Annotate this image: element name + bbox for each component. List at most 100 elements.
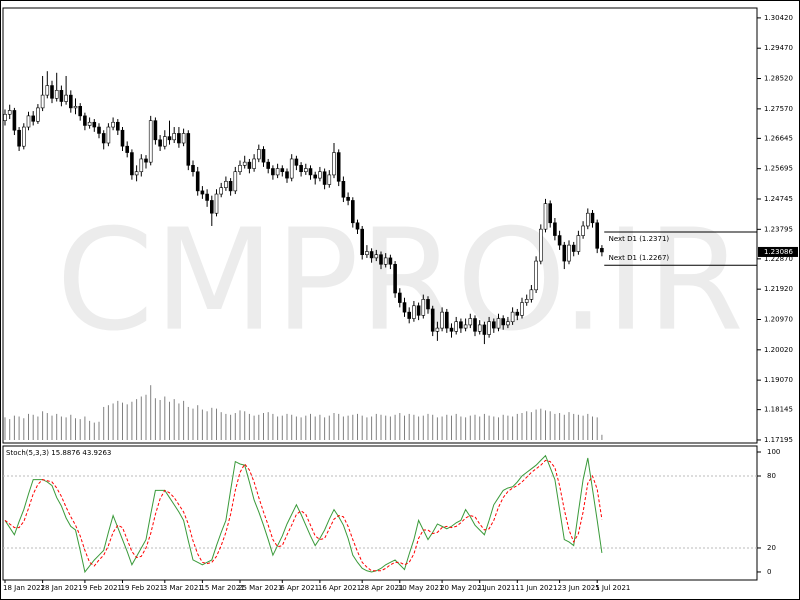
x-tick-label: 23 Jun 2021 [558,584,600,592]
candle-body [510,311,515,323]
candle-body [534,260,538,291]
candle-body [64,94,68,102]
y-tick-label: 0 [767,568,771,576]
candle-body [529,289,534,300]
candle-body [360,228,365,256]
candle-body [416,305,421,316]
candle-body [78,105,82,117]
y-tick-label: 1.27570 [764,105,793,113]
candle-body [468,318,473,326]
candle-body [482,324,487,335]
candle-body [139,158,144,173]
candle-body [327,174,332,185]
candle-body [308,168,313,176]
candle-body [195,171,200,192]
candle-body [87,121,92,126]
candle-body [444,311,449,329]
candle-body [538,228,543,262]
candle-body [341,180,346,198]
candle-body [97,126,101,134]
candle-body [3,113,7,121]
candle-body [224,180,228,188]
y-tick-label: 1.21920 [764,285,793,293]
candle-body [144,158,148,163]
stoch-line [4,459,603,572]
candle-body [477,324,482,332]
x-tick-label: 20 May 2021 [440,584,486,592]
candle-body [595,222,600,249]
x-tick-label: 28 Jan 2021 [41,584,83,592]
candle-body [459,321,463,329]
candle-body [581,225,585,236]
x-tick-label: 18 Jan 2021 [3,584,45,592]
candle-body [238,165,242,173]
candle-body [92,121,97,128]
candle-body [7,110,12,115]
candle-body [585,212,590,227]
candle-body [21,126,26,147]
candle-body [501,318,506,326]
candle-body [430,308,435,332]
y-tick-label: 1.29470 [764,44,793,52]
x-tick-label: 10 May 2021 [398,584,444,592]
candle-body [332,152,336,176]
candle-body [379,254,383,265]
candle-body [191,165,195,173]
candle-body [59,90,64,102]
candle-body [435,327,440,332]
candle-body [69,94,73,109]
x-tick-label: 3 Mar 2021 [163,584,203,592]
candle-body [388,257,393,265]
candle-body [12,110,17,131]
x-tick-label: 28 Apr 2021 [360,584,403,592]
candle-body [163,136,167,147]
y-tick-label: 80 [767,472,776,480]
candle-body [233,171,238,192]
candle-body [350,200,355,224]
candle-body [491,321,496,329]
candle-body [383,257,388,265]
candle-body [407,311,412,319]
candle-body [567,244,571,262]
candle-body [256,149,261,160]
candle-body [369,251,374,259]
candle-body [303,168,308,173]
candle-body [313,174,318,179]
candle-body [31,115,36,122]
level-label: Next D1 (1.2267) [609,254,670,262]
candle-body [506,321,510,326]
candle-body [106,126,111,144]
x-tick-label: 11 Jun 2021 [515,584,557,592]
y-tick-label: 1.26645 [764,134,793,142]
candle-body [36,107,40,122]
candle-body [473,318,477,332]
y-tick-label: 1.28520 [764,75,793,83]
candle-body [289,158,294,179]
candle-body [318,171,322,179]
x-tick-label: 9 Feb 2021 [83,584,122,592]
candle-body [487,321,491,335]
candle-body [252,158,256,169]
candle-body [120,129,125,147]
candle-body [463,324,468,329]
candle-body [355,222,360,230]
candle-body [397,292,402,303]
candle-body [186,133,191,166]
stoch-line [4,454,603,574]
candle-body [181,133,186,144]
candle-body [524,299,529,303]
candle-body [285,171,289,179]
candle-body [520,302,524,316]
y-tick-label: 1.25695 [764,165,793,173]
candle-body [562,244,567,262]
candle-body [17,129,21,147]
candle-body [40,94,45,109]
candle-body [26,115,31,128]
candle-body [393,263,397,294]
y-tick-label: 1.23795 [764,225,793,233]
level-label: Next D1 (1.2371) [609,235,670,243]
candle-body [454,321,459,332]
candle-body [116,121,120,131]
x-tick-label: 25 Mar 2021 [238,584,282,592]
